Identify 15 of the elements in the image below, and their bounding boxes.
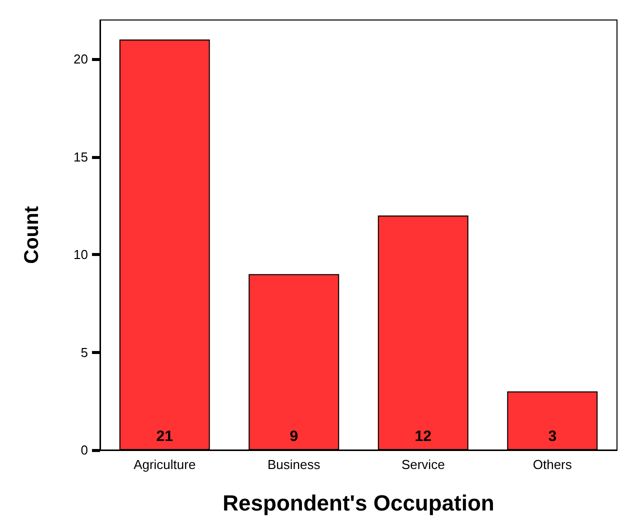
y-axis-title: Count bbox=[21, 206, 43, 264]
x-axis-title: Respondent's Occupation bbox=[222, 490, 494, 516]
x-tick-label: Service bbox=[401, 457, 445, 472]
x-tick-label: Others bbox=[532, 457, 572, 472]
data-label: 3 bbox=[548, 428, 557, 445]
y-tick-label: 15 bbox=[74, 149, 88, 164]
data-label: 21 bbox=[156, 428, 173, 445]
x-tick-label: Business bbox=[268, 457, 321, 472]
y-tick-label: 5 bbox=[80, 344, 88, 360]
data-label: 12 bbox=[414, 428, 432, 445]
data-label: 9 bbox=[290, 428, 298, 445]
y-tick-label: 0 bbox=[80, 442, 88, 458]
y-tick-label: 20 bbox=[74, 52, 88, 67]
x-tick-label: Agriculture bbox=[134, 457, 196, 472]
y-tick-label: 10 bbox=[74, 247, 88, 262]
